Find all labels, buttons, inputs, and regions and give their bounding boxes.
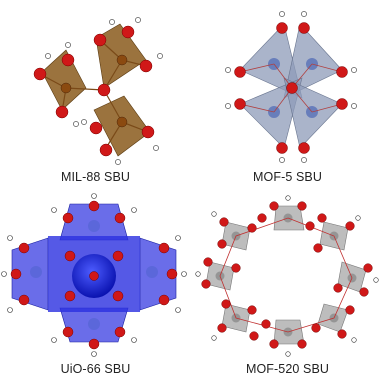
oxygen-atom xyxy=(97,83,111,97)
panel-mil88: MIL-88 SBU xyxy=(0,0,191,190)
panel-caption: MIL-88 SBU xyxy=(60,170,131,184)
mof520-ring xyxy=(195,195,379,357)
panel-caption: MOF-5 SBU xyxy=(253,170,322,184)
mil88-octahedron-left xyxy=(41,49,87,111)
panel-mof5: MOF-5 SBU xyxy=(192,0,383,190)
panel-mof520: MOF-520 SBU xyxy=(192,192,383,381)
panel-uio66: UiO-66 SBU xyxy=(0,192,191,381)
panel-caption: UiO-66 SBU xyxy=(60,362,131,376)
metal-atom xyxy=(116,54,128,66)
metal-atom xyxy=(60,82,72,94)
mof520-structure-diagram xyxy=(195,195,379,357)
metal-atom xyxy=(116,116,128,128)
mil88-structure-diagram xyxy=(33,17,163,165)
uio66-structure-diagram xyxy=(1,193,187,357)
mof5-structure-diagram xyxy=(225,11,357,163)
panel-caption: MOF-520 SBU xyxy=(245,362,330,376)
